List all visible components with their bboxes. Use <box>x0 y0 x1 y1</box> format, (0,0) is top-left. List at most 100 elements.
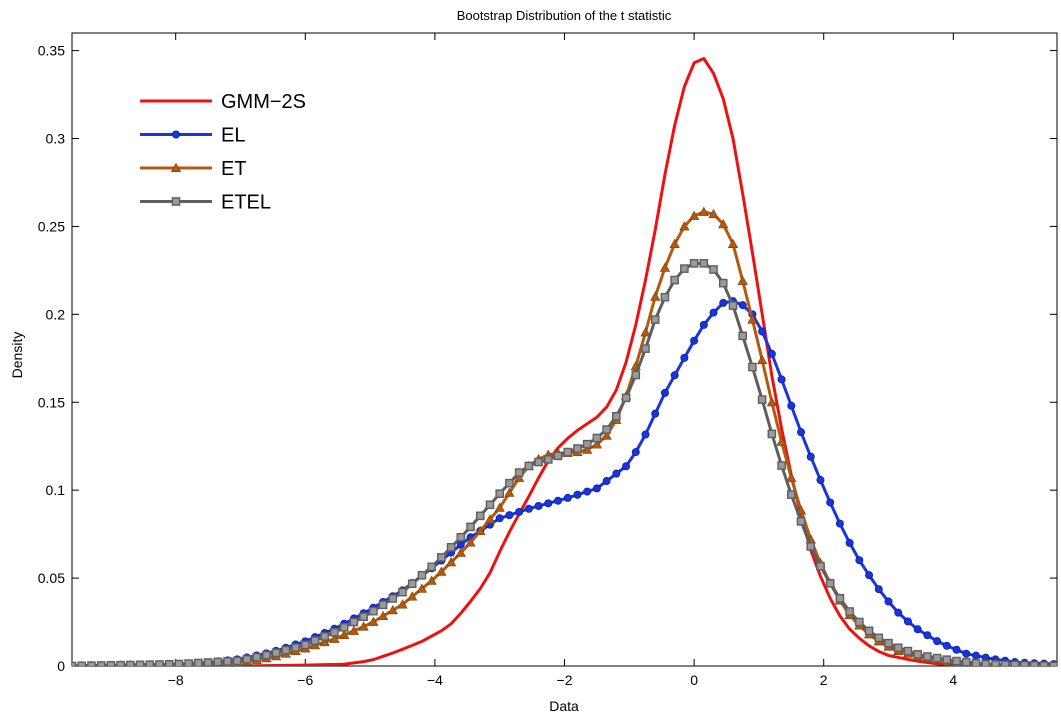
data-point <box>776 436 787 446</box>
data-point <box>87 661 96 666</box>
data-point <box>554 496 563 505</box>
data-point <box>719 298 728 307</box>
legend-marker <box>171 197 181 206</box>
data-point <box>553 451 563 461</box>
data-point <box>475 525 486 535</box>
data-point <box>932 653 942 663</box>
data-point <box>330 627 339 637</box>
data-point <box>398 587 407 597</box>
data-point <box>514 468 524 477</box>
legend-label: ET <box>221 158 247 180</box>
legend-item: EL <box>140 125 245 147</box>
x-axis-label: Data <box>549 698 579 714</box>
data-point <box>797 428 806 437</box>
data-point <box>816 561 825 571</box>
legend-item: ETEL <box>140 192 271 214</box>
data-point <box>923 652 932 661</box>
data-point <box>466 522 475 532</box>
data-point <box>757 395 767 404</box>
legend-label: EL <box>221 125 245 147</box>
data-point <box>709 265 718 274</box>
data-point <box>135 660 145 666</box>
data-point <box>359 612 368 622</box>
data-point <box>816 476 825 485</box>
data-point <box>612 469 621 478</box>
data-point <box>903 617 912 626</box>
data-point <box>368 616 379 626</box>
data-point <box>903 646 913 656</box>
data-point <box>126 660 135 666</box>
data-point <box>319 636 330 647</box>
series-el <box>72 297 1057 666</box>
data-point <box>806 452 815 461</box>
series-et <box>72 206 1057 666</box>
data-point <box>505 511 514 520</box>
data-point <box>670 275 679 285</box>
data-point <box>728 301 738 310</box>
data-point <box>495 514 504 523</box>
data-point <box>1020 660 1029 666</box>
y-tick-label: 0.35 <box>38 43 65 59</box>
data-point <box>563 493 572 502</box>
data-point <box>573 490 582 499</box>
data-point <box>416 583 428 593</box>
data-point <box>718 278 728 288</box>
data-point <box>874 633 884 643</box>
data-point <box>845 607 854 616</box>
data-point <box>981 659 991 666</box>
data-point <box>203 658 213 666</box>
series-line <box>72 57 1054 666</box>
y-tick-label: 0.05 <box>38 570 65 586</box>
data-point <box>894 608 903 617</box>
data-point <box>641 430 650 439</box>
data-point <box>339 629 350 640</box>
data-point <box>698 206 709 216</box>
data-point <box>991 660 1000 666</box>
data-point <box>543 455 553 464</box>
series-line <box>72 261 1054 666</box>
data-point <box>329 633 340 643</box>
data-point <box>786 472 797 482</box>
data-point <box>650 315 660 324</box>
data-point <box>806 542 816 551</box>
legend-item: ET <box>140 158 247 180</box>
data-point <box>845 538 854 547</box>
data-point <box>72 661 77 666</box>
data-point <box>952 656 961 666</box>
y-tick-label: 0.15 <box>38 394 65 410</box>
data-point <box>621 393 631 403</box>
data-point <box>631 370 641 380</box>
data-point <box>865 571 874 580</box>
data-point <box>583 487 592 496</box>
data-point <box>777 375 786 384</box>
data-point <box>582 439 592 449</box>
data-point <box>942 655 952 664</box>
data-point <box>893 643 903 653</box>
data-point <box>281 645 291 655</box>
data-point <box>407 591 418 601</box>
data-point <box>291 643 300 652</box>
data-point <box>456 540 465 549</box>
data-point <box>573 444 582 453</box>
data-point <box>758 327 767 336</box>
data-point <box>757 354 768 365</box>
data-point <box>524 504 533 513</box>
data-point <box>933 637 942 646</box>
series-line <box>72 299 1054 666</box>
data-point <box>884 638 893 648</box>
data-point <box>738 331 748 341</box>
data-point <box>738 301 747 310</box>
data-point <box>116 660 125 666</box>
legend-label: GMM−2S <box>221 91 306 113</box>
data-point <box>952 645 961 654</box>
data-point <box>699 259 709 268</box>
data-point <box>835 594 845 603</box>
data-point <box>787 490 796 499</box>
data-point <box>825 579 835 588</box>
data-point <box>884 597 893 606</box>
data-point <box>650 291 661 301</box>
data-point <box>622 462 631 471</box>
data-point <box>495 489 504 498</box>
data-point <box>515 507 524 516</box>
data-point <box>174 659 184 666</box>
